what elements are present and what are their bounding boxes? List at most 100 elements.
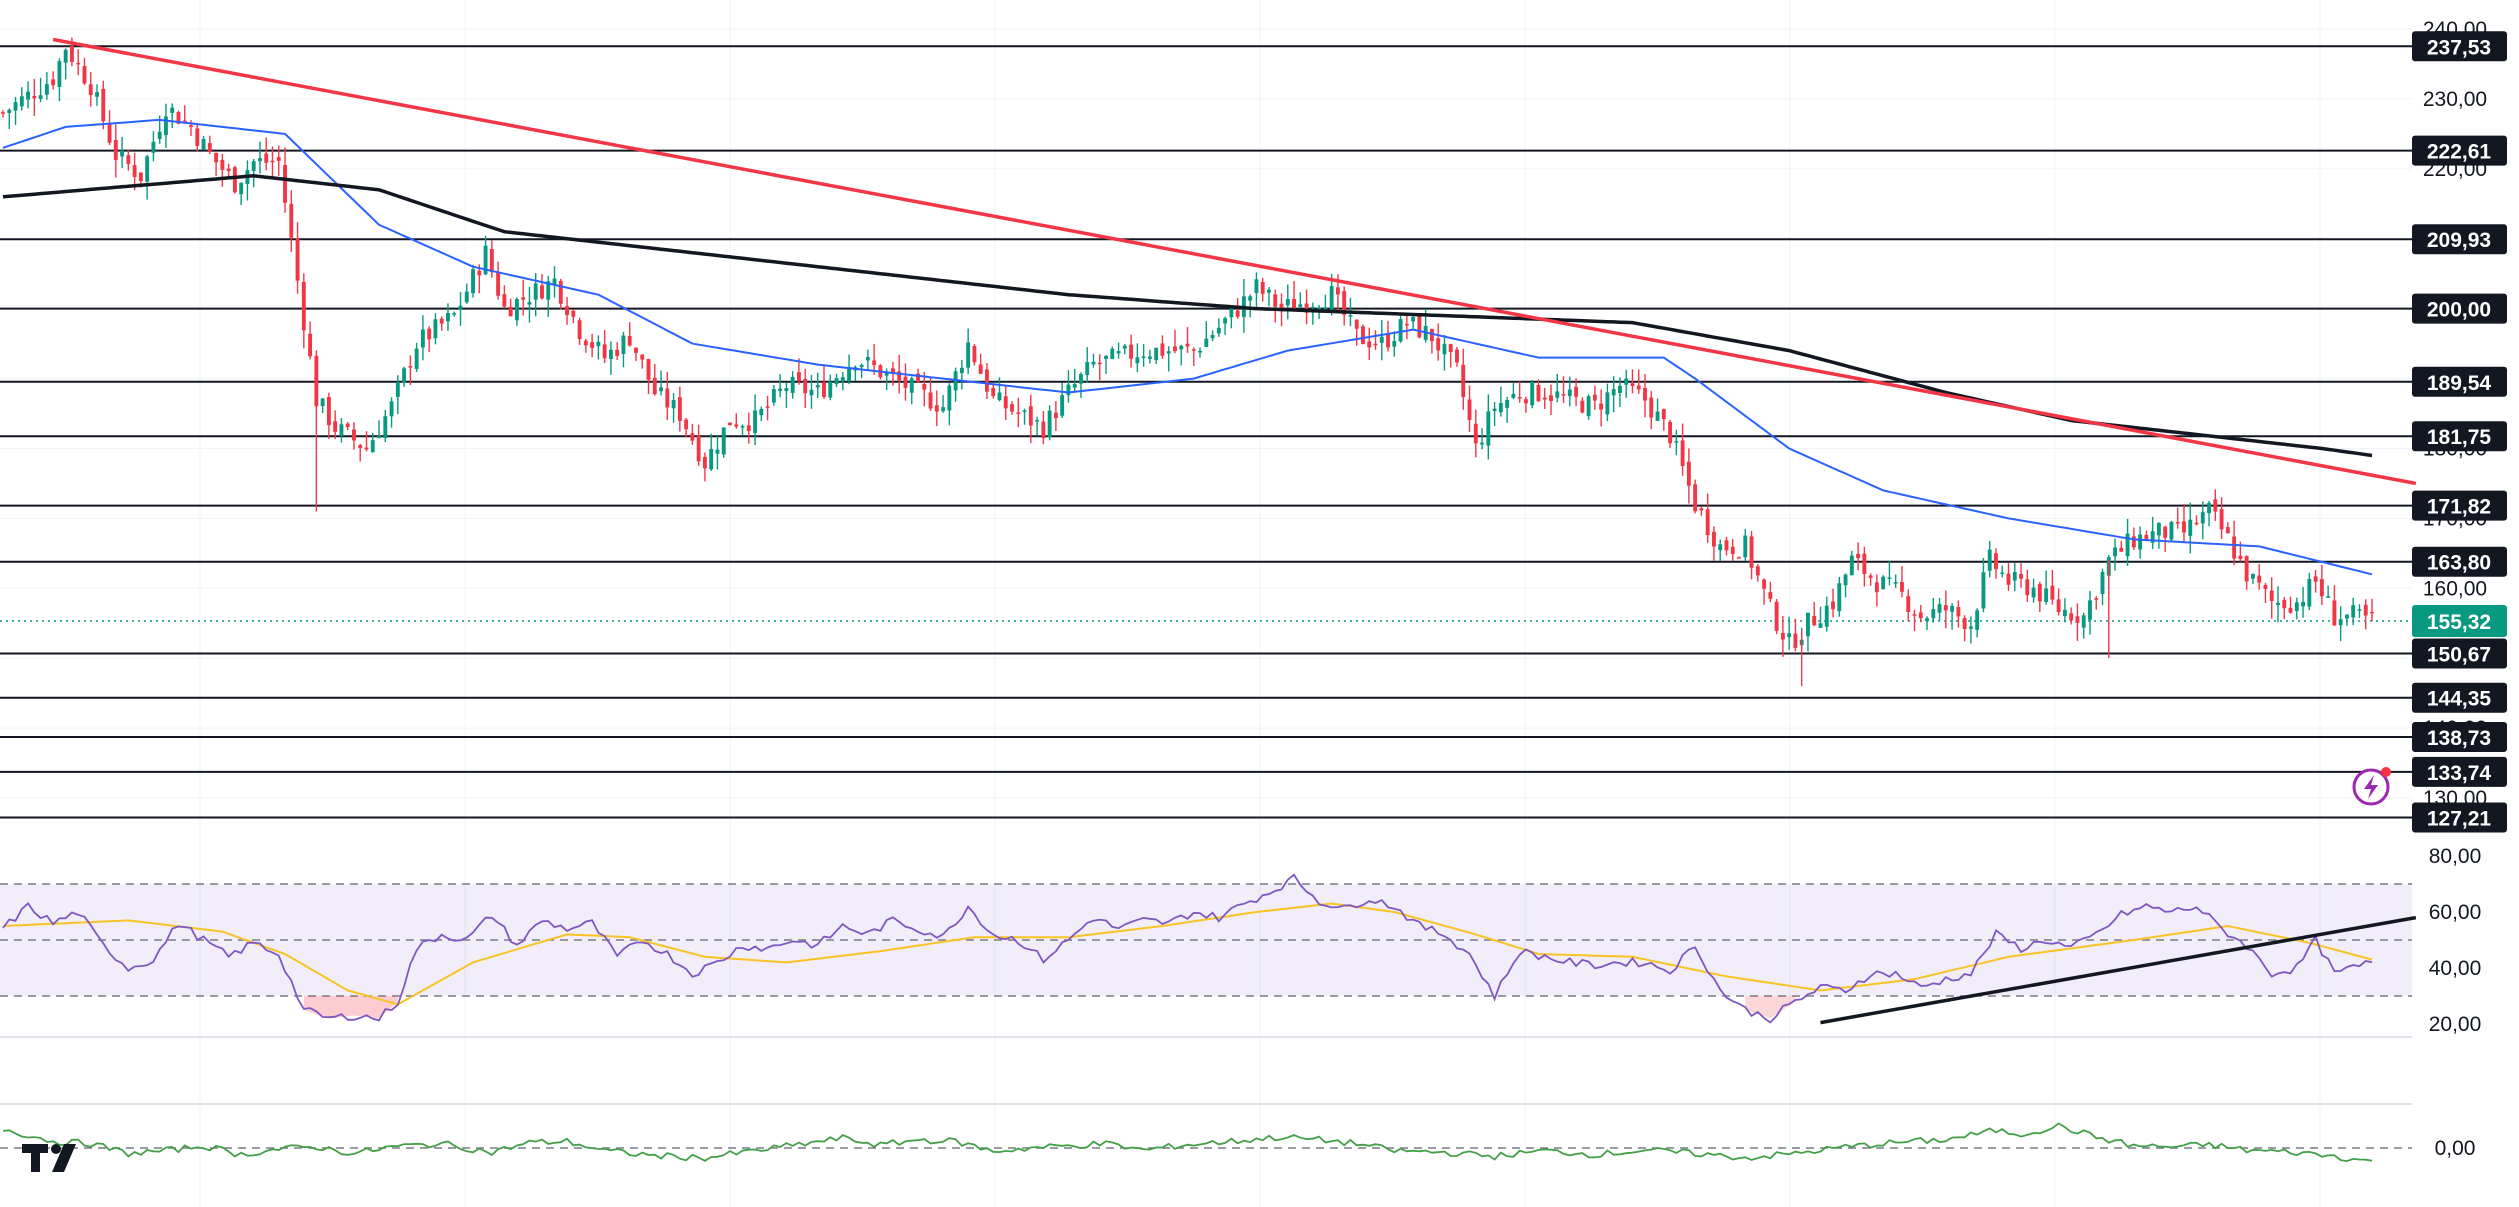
candle-body — [69, 46, 74, 62]
oscillator-pane[interactable] — [0, 1122, 2412, 1163]
rsi-line[interactable] — [2, 873, 2373, 1024]
candle-body — [258, 158, 262, 162]
level-label: 222,61 — [2412, 135, 2507, 166]
lightning-icon[interactable] — [2350, 764, 2394, 808]
candle — [2357, 604, 2362, 618]
downtrend-line[interactable] — [52, 37, 2417, 486]
candle-body — [1448, 344, 1453, 353]
tradingview-logo-icon[interactable] — [20, 1138, 84, 1178]
candle-body — [2326, 596, 2331, 598]
level-label: 189,54 — [2412, 366, 2507, 397]
candle-body — [2194, 522, 2199, 525]
level-label-bg — [2412, 802, 2507, 833]
candle-body — [583, 340, 588, 346]
candle — [1022, 408, 1027, 425]
candle — [1492, 402, 1497, 427]
candle-body — [1053, 412, 1058, 419]
candle — [1079, 372, 1083, 398]
candle-body — [1843, 574, 1848, 586]
candle — [2006, 563, 2011, 591]
candle — [1762, 578, 1767, 605]
rsi-uptrend-line[interactable] — [1820, 915, 2417, 1025]
candle-body — [884, 372, 889, 376]
candle — [2244, 555, 2249, 590]
candle-body — [1906, 596, 1911, 613]
candle — [721, 427, 726, 458]
price-pane[interactable] — [0, 37, 2417, 819]
candle — [164, 103, 168, 148]
moving-average-line[interactable] — [2, 118, 2373, 576]
candle-body — [571, 310, 576, 317]
candle — [1931, 597, 1936, 623]
rsi-pane[interactable] — [0, 873, 2417, 1025]
candle-body — [1831, 601, 1835, 610]
candle-body — [113, 140, 118, 160]
candle — [1141, 344, 1146, 367]
candle-body — [1267, 289, 1271, 293]
candle-body — [145, 156, 150, 182]
candle-body — [1386, 334, 1390, 348]
candle-body — [1862, 553, 1867, 574]
candle-body — [2163, 526, 2168, 538]
candle-body — [627, 336, 632, 346]
candle-body — [1216, 327, 1221, 334]
candle — [1028, 394, 1033, 444]
candle-body — [1611, 389, 1616, 396]
candle-body — [2006, 573, 2011, 585]
oscillator-line[interactable] — [2, 1122, 2373, 1163]
price-tick-label: 230,00 — [2423, 88, 2487, 111]
candle-body — [909, 378, 914, 393]
candle — [1135, 343, 1140, 373]
candle-body — [189, 125, 193, 128]
candle — [2081, 612, 2086, 639]
candle-body — [765, 406, 770, 408]
candle-body — [101, 88, 106, 122]
candle — [1962, 615, 1967, 642]
candle — [577, 317, 582, 345]
candle-body — [1931, 609, 1936, 619]
candle-body — [2344, 614, 2349, 619]
moving-average-line[interactable] — [2, 174, 2373, 458]
candle — [95, 84, 99, 106]
candle-body — [784, 388, 789, 392]
candle-body — [872, 360, 877, 366]
candle — [320, 397, 325, 414]
candle-body — [2125, 533, 2130, 557]
candle-body — [32, 95, 37, 99]
candle — [1342, 286, 1347, 326]
candle-body — [1956, 607, 1961, 617]
candle — [1461, 348, 1466, 410]
candle — [590, 333, 595, 358]
candle — [1981, 557, 1986, 613]
level-label-text: 237,53 — [2427, 36, 2491, 59]
candle-body — [1724, 540, 1729, 551]
price-axis[interactable]: 240,00230,00220,00210,00200,00190,00180,… — [2412, 18, 2507, 1160]
candle-body — [2357, 609, 2362, 611]
candle — [1994, 548, 1998, 579]
candle-body — [1968, 626, 1973, 629]
candle — [1925, 616, 1929, 631]
level-label: 127,21 — [2412, 802, 2507, 833]
candle-body — [1041, 421, 1046, 439]
candle — [2188, 502, 2193, 554]
candle — [602, 330, 607, 364]
candle-body — [615, 349, 620, 356]
candle — [289, 190, 294, 252]
candle — [1223, 316, 1228, 335]
candle-body — [314, 356, 319, 407]
candle — [1386, 320, 1390, 352]
candle — [471, 264, 475, 298]
candle — [1655, 398, 1660, 422]
candle — [1749, 531, 1754, 580]
candle — [2301, 586, 2306, 618]
candle — [1787, 616, 1792, 650]
candle-body — [778, 388, 783, 392]
candle-body — [1235, 310, 1240, 317]
candle — [1555, 373, 1560, 403]
candle — [1166, 346, 1171, 372]
candle — [2113, 538, 2117, 571]
candle-body — [2301, 601, 2306, 607]
candle-body — [702, 456, 707, 469]
osc-tick-label: 0,00 — [2435, 1137, 2476, 1160]
